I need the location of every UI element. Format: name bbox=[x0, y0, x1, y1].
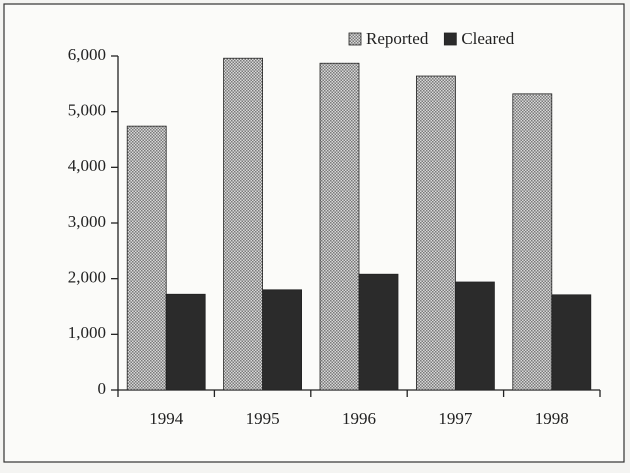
y-tick-label: 3,000 bbox=[68, 212, 106, 231]
y-tick-label: 2,000 bbox=[68, 268, 106, 287]
bar bbox=[551, 294, 592, 391]
bar bbox=[223, 57, 264, 391]
y-tick-label: 1,000 bbox=[68, 323, 106, 342]
x-tick-label: 1995 bbox=[246, 409, 280, 428]
legend-swatch bbox=[443, 32, 457, 46]
x-tick-label: 1996 bbox=[342, 409, 376, 428]
legend-label: Reported bbox=[366, 29, 429, 48]
bar bbox=[512, 93, 553, 391]
legend-label: Cleared bbox=[461, 29, 514, 48]
bar bbox=[454, 281, 495, 391]
y-tick-label: 6,000 bbox=[68, 45, 106, 64]
x-tick-label: 1997 bbox=[438, 409, 473, 428]
bar bbox=[262, 289, 303, 391]
y-tick-label: 4,000 bbox=[68, 156, 106, 175]
x-tick-label: 1994 bbox=[149, 409, 184, 428]
bar bbox=[358, 273, 399, 391]
bar bbox=[126, 125, 167, 391]
legend-swatch bbox=[348, 32, 362, 46]
y-tick-label: 5,000 bbox=[68, 101, 106, 120]
bar bbox=[415, 75, 456, 391]
y-tick-label: 0 bbox=[98, 379, 107, 398]
bar bbox=[319, 62, 360, 391]
bar bbox=[165, 293, 206, 391]
x-tick-label: 1998 bbox=[535, 409, 569, 428]
